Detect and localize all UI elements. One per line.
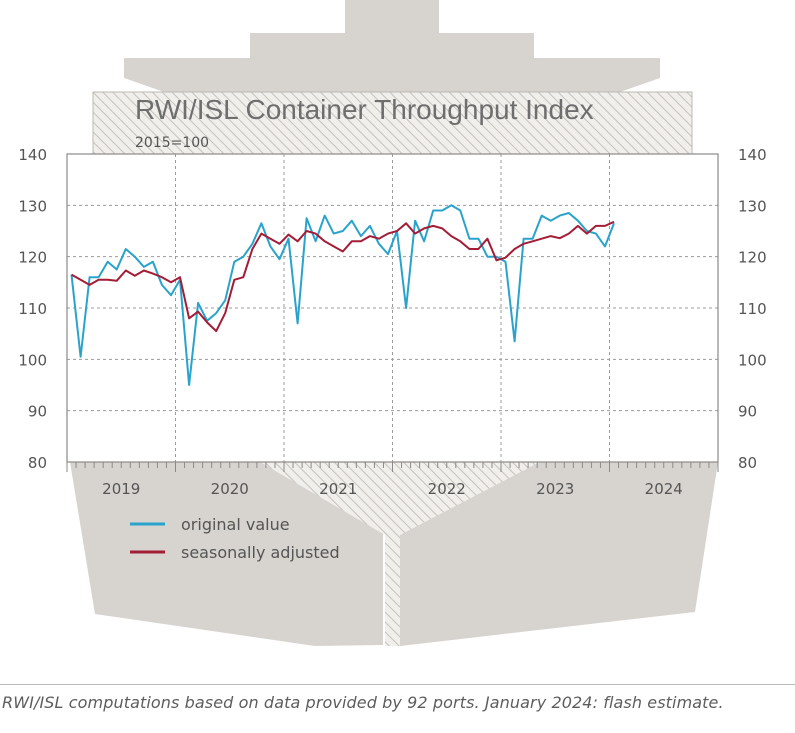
ship-hull-left: [70, 462, 383, 646]
series-line-seasonal: [71, 220, 615, 333]
x-tick-label-2022: 2022: [428, 480, 466, 498]
ship-deck: [124, 58, 660, 92]
ship-bridge: [250, 33, 534, 59]
y-tick-label-right-80: 80: [738, 454, 757, 472]
chart-subtitle: 2015=100: [135, 135, 209, 151]
legend-label-original: original value: [181, 515, 290, 534]
x-tick-label-2020: 2020: [211, 480, 249, 498]
y-tick-label-left-90: 90: [28, 403, 47, 421]
plot-area: 80 80 90 90 100 100 110 110 120 120 130 130 140 140 20…: [18, 146, 766, 498]
x-tick-label-2019: 2019: [102, 480, 140, 498]
y-tick-label-left-110: 110: [18, 300, 47, 318]
ship-funnel: [345, 0, 439, 34]
y-tick-label-right-110: 110: [738, 300, 767, 318]
legend: original value seasonally adjusted: [130, 515, 340, 562]
y-tick-label-left-100: 100: [18, 351, 47, 369]
y-tick-label-right-140: 140: [738, 146, 767, 164]
ship-hull-right: [400, 462, 718, 646]
y-tick-label-left-140: 140: [18, 146, 47, 164]
y-tick-label-left-80: 80: [28, 454, 47, 472]
y-tick-label-left-120: 120: [18, 249, 47, 267]
ship-background: [70, 0, 718, 646]
chart-title: RWI/ISL Container Throughput Index: [135, 94, 594, 125]
x-tick-label-2021: 2021: [319, 480, 357, 498]
ship-title-band: [92, 91, 693, 155]
y-tick-label-right-130: 130: [738, 197, 767, 215]
x-tick-label-2024: 2024: [645, 480, 683, 498]
footer-divider: [0, 684, 795, 685]
y-tick-label-left-130: 130: [18, 197, 47, 215]
x-tick-label-2023: 2023: [536, 480, 574, 498]
legend-label-seasonal: seasonally adjusted: [181, 543, 340, 562]
y-tick-label-right-120: 120: [738, 249, 767, 267]
ship-hull-center-hatch: [260, 462, 540, 646]
y-tick-label-right-90: 90: [738, 403, 757, 421]
source-footnote: RWI/ISL computations based on data provi…: [2, 693, 724, 712]
series-line-original: [70, 204, 615, 386]
y-tick-label-right-100: 100: [738, 351, 767, 369]
